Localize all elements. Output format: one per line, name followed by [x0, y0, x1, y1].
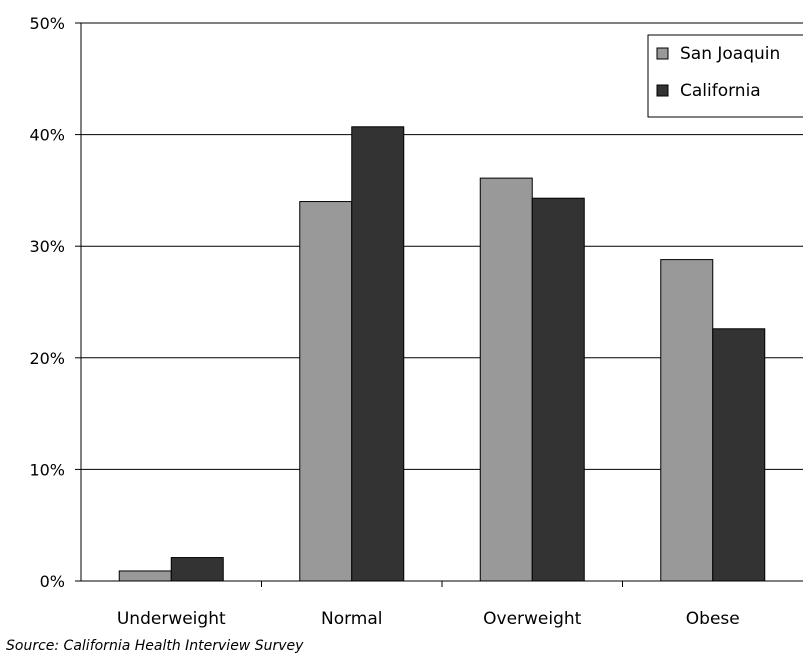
bar-california-underweight [170, 557, 224, 582]
bar-california-normal [351, 126, 405, 582]
legend: San Joaquin California [647, 34, 803, 118]
bar-san-joaquin-obese [660, 259, 714, 582]
y-tick-label: 40% [29, 126, 65, 145]
legend-swatch [656, 84, 669, 97]
x-category-label: Obese [686, 609, 740, 629]
bar-san-joaquin-normal [299, 201, 353, 582]
y-axis-ticks: 0% 10% 20% 30% 40% 50% [29, 14, 81, 591]
y-tick-label: 0% [40, 572, 65, 591]
y-tick-label: 10% [29, 460, 65, 479]
y-tick-label: 20% [29, 349, 65, 368]
legend-box [647, 34, 803, 118]
y-tick-label: 30% [29, 237, 65, 256]
legend-label: California [680, 81, 761, 101]
legend-swatch [656, 47, 669, 60]
bars [118, 126, 766, 582]
axes [80, 23, 803, 587]
x-axis-labels: Underweight Normal Overweight Obese [117, 609, 740, 629]
source-note: Source: California Health Interview Surv… [6, 638, 304, 654]
bar-san-joaquin-underweight [118, 570, 172, 582]
bar-california-obese [712, 328, 766, 582]
x-category-label: Overweight [483, 609, 582, 629]
y-tick-label: 50% [29, 14, 65, 33]
x-category-label: Normal [321, 609, 383, 629]
bar-california-overweight [531, 197, 585, 582]
x-category-label: Underweight [117, 609, 226, 629]
legend-label: San Joaquin [680, 44, 780, 64]
bar-san-joaquin-overweight [479, 177, 533, 582]
